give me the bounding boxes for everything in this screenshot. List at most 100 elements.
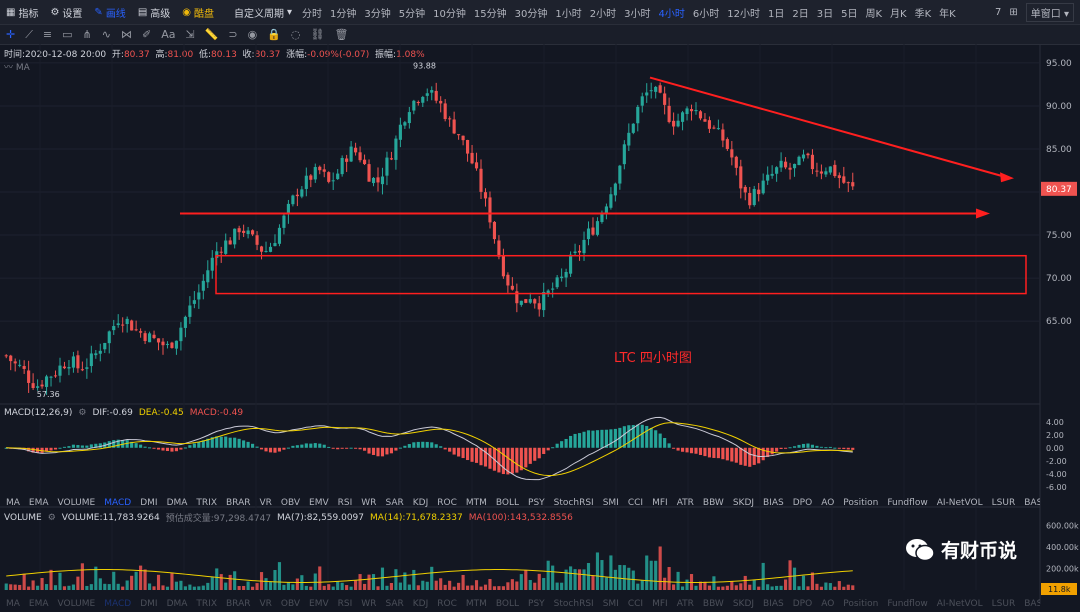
- advanced-button[interactable]: ▤ 高级: [137, 6, 171, 20]
- eye-icon[interactable]: ◉: [247, 28, 258, 41]
- indicator-tab[interactable]: BOLL: [495, 498, 520, 508]
- indicator-tab[interactable]: RSI: [337, 498, 353, 508]
- indicator-tab[interactable]: VOLUME: [57, 599, 96, 609]
- hide-icon[interactable]: ◌: [290, 28, 301, 41]
- timeframe-tab[interactable]: 分时: [302, 8, 323, 20]
- ma-label[interactable]: 〰 MA: [4, 63, 30, 73]
- magnet-icon[interactable]: ⊃: [228, 28, 238, 41]
- indicator-tab[interactable]: BRAR: [226, 498, 251, 508]
- timeframe-tab[interactable]: 2小时: [589, 8, 617, 20]
- indicator-tab[interactable]: SKDJ: [732, 498, 755, 508]
- timeframe-tab[interactable]: 周K: [865, 8, 883, 20]
- indicator-tab[interactable]: AI-NetVOL: [936, 599, 983, 609]
- timeframe-tab[interactable]: 1小时: [555, 8, 582, 20]
- indicator-tab[interactable]: Fundflow: [887, 498, 928, 508]
- indicator-tab[interactable]: BRAR: [226, 599, 251, 609]
- trendline-icon[interactable]: ⟋: [25, 27, 33, 41]
- indicator-tab[interactable]: MACD: [104, 498, 132, 508]
- text-icon[interactable]: Aa: [161, 28, 176, 41]
- lock-icon[interactable]: 🔒: [267, 28, 281, 41]
- indicator-tab[interactable]: ATR: [676, 498, 694, 508]
- indicator-tab[interactable]: DPO: [792, 498, 813, 508]
- indicator-tab[interactable]: MTM: [465, 599, 487, 609]
- indicator-tab[interactable]: StochRSI: [553, 599, 594, 609]
- indicator-tab[interactable]: TRIX: [196, 498, 217, 508]
- indicator-tab[interactable]: SMI: [602, 599, 619, 609]
- wave-icon[interactable]: ∿: [101, 28, 111, 41]
- indicator-tab[interactable]: ROC: [437, 498, 457, 508]
- indicator-tab[interactable]: SKDJ: [732, 599, 755, 609]
- indicator-tab[interactable]: BOLL: [495, 599, 520, 609]
- custom-period-select[interactable]: 自定义周期 ▾: [234, 6, 293, 20]
- timeframe-tab[interactable]: 3分钟: [364, 8, 391, 20]
- indicator-tab[interactable]: WR: [361, 498, 377, 508]
- indicator-tab[interactable]: BIAS: [763, 498, 784, 508]
- indicator-tab[interactable]: LSUR: [991, 498, 1016, 508]
- channel-icon[interactable]: ≡: [42, 28, 53, 41]
- indicator-tab[interactable]: ROC: [437, 599, 457, 609]
- gear-icon[interactable]: ⚙: [78, 408, 87, 418]
- timeframe-tab[interactable]: 4小时: [658, 8, 685, 20]
- window-select[interactable]: 单窗口 ▾: [1025, 2, 1074, 22]
- timeframe-tab[interactable]: 1分钟: [330, 8, 357, 20]
- indicator-tab[interactable]: BIAS: [763, 599, 784, 609]
- indicator-tab[interactable]: CCI: [627, 599, 644, 609]
- timeframe-tab[interactable]: 15分钟: [473, 8, 507, 20]
- indicator-tab[interactable]: BBW: [702, 498, 724, 508]
- indicator-tab[interactable]: OBV: [280, 599, 301, 609]
- indicator-tab[interactable]: AO: [821, 599, 835, 609]
- indicator-tab[interactable]: Position: [843, 498, 879, 508]
- indicator-tab[interactable]: SAR: [385, 498, 404, 508]
- timeframe-tab[interactable]: 3日: [816, 8, 834, 20]
- timeframe-tab[interactable]: 30分钟: [514, 8, 548, 20]
- indicator-tab[interactable]: ATR: [676, 599, 694, 609]
- link-icon[interactable]: ⛓: [310, 28, 325, 41]
- indicator-tab[interactable]: VOLUME: [57, 498, 96, 508]
- indicator-tab[interactable]: Fundflow: [887, 599, 928, 609]
- indicator-tab[interactable]: VR: [259, 498, 272, 508]
- fib-icon[interactable]: ⋈: [120, 28, 132, 41]
- layout-icon[interactable]: ⊞: [1009, 6, 1018, 18]
- indicator-tab[interactable]: AI-NetVOL: [936, 498, 983, 508]
- indicator-tab[interactable]: MACD: [104, 599, 132, 609]
- measure-icon[interactable]: ⇲: [185, 28, 195, 41]
- indicator-tab[interactable]: TRIX: [196, 599, 217, 609]
- timeframe-tab[interactable]: 10分钟: [433, 8, 466, 20]
- timeframe-tab[interactable]: 12小时: [727, 8, 760, 20]
- indicator-tab[interactable]: AO: [821, 498, 835, 508]
- indicator-tab[interactable]: BASIS: [1024, 599, 1040, 609]
- indicator-tab[interactable]: EMA: [28, 599, 49, 609]
- indicator-tab[interactable]: MA: [6, 599, 20, 609]
- timeframe-tab[interactable]: 3小时: [624, 8, 651, 20]
- indicator-tab[interactable]: DPO: [792, 599, 813, 609]
- indicator-tab[interactable]: EMV: [309, 498, 329, 508]
- indicator-tab[interactable]: StochRSI: [553, 498, 594, 508]
- indicator-tab[interactable]: MFI: [652, 498, 668, 508]
- indicator-tab[interactable]: DMA: [166, 498, 188, 508]
- timeframe-tab[interactable]: 年K: [939, 8, 956, 20]
- indicator-tab[interactable]: MA: [6, 498, 20, 508]
- indicator-tab[interactable]: CCI: [627, 498, 644, 508]
- indicator-tab[interactable]: BASIS: [1024, 498, 1040, 508]
- ruler-icon[interactable]: 📏: [204, 28, 219, 41]
- timeframe-tab[interactable]: 季K: [914, 8, 932, 20]
- indicator-tab[interactable]: SMI: [602, 498, 619, 508]
- timeframe-tab[interactable]: 5分钟: [398, 8, 426, 20]
- pitchfork-icon[interactable]: ⋔: [82, 28, 92, 41]
- timeframe-tab[interactable]: 5日: [841, 8, 858, 20]
- indicator-tab[interactable]: BBW: [702, 599, 724, 609]
- indicator-tab[interactable]: PSY: [528, 599, 545, 609]
- rectangle-icon[interactable]: ▭: [62, 28, 73, 41]
- indicator-tab[interactable]: PSY: [528, 498, 545, 508]
- indicator-tab[interactable]: Position: [843, 599, 879, 609]
- trash-icon[interactable]: 🗑: [334, 28, 349, 41]
- crosshair-icon[interactable]: ✛: [6, 28, 16, 41]
- indicator-tab[interactable]: MTM: [465, 498, 487, 508]
- brush-icon[interactable]: ✐: [141, 28, 152, 41]
- window-count[interactable]: 7: [995, 6, 1002, 18]
- indicator-tab[interactable]: DMA: [166, 599, 188, 609]
- indicator-tab[interactable]: EMV: [309, 599, 329, 609]
- indicator-tab[interactable]: SAR: [385, 599, 404, 609]
- indicator-tab[interactable]: KDJ: [412, 498, 429, 508]
